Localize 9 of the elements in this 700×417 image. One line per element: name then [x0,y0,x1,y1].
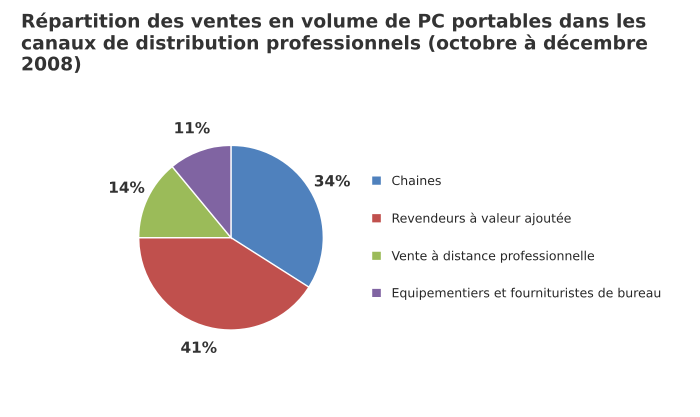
data-label: 14% [110,181,144,193]
legend-label: Equipementiers et fournituristes de bureau [392,288,660,300]
data-label: 41% [181,341,217,353]
data-label: 34% [314,174,350,187]
data-label: 11% [175,122,210,134]
chart-title: Répartition des ventes en volume de PC portables dans les canaux de distribution professionnels (octobre à décembre 2008) [22,12,648,73]
legend-label: Revendeurs à valeur ajoutée [392,212,571,226]
legend-label: Vente à distance professionnelle [392,250,594,263]
legend-label: Chaines [392,175,441,186]
